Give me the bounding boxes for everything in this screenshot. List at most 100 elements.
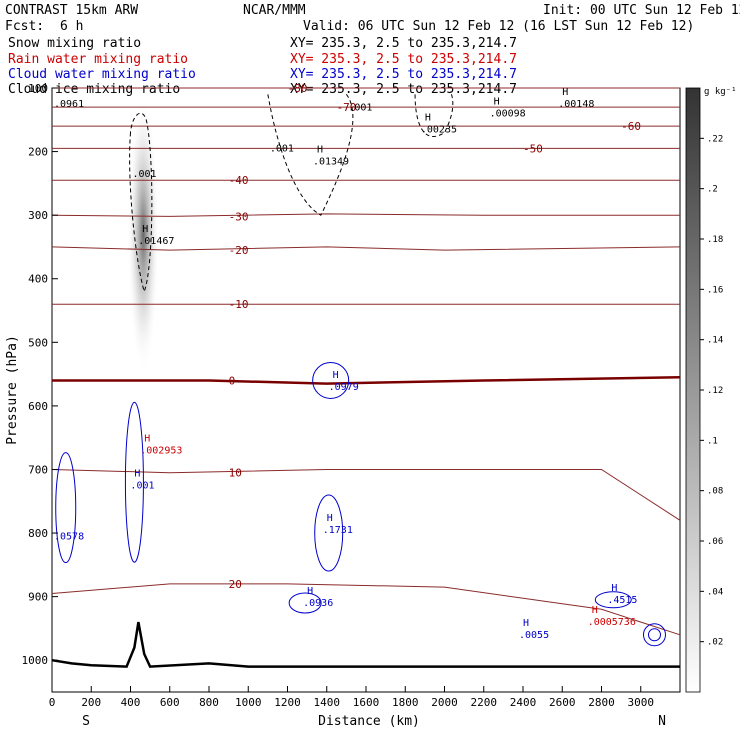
y-tick-label: 500 xyxy=(28,336,48,349)
y-tick-label: 300 xyxy=(28,209,48,222)
max-marker-h: H xyxy=(333,370,339,381)
snow-contour xyxy=(267,94,354,216)
max-marker-h: H xyxy=(562,87,568,98)
max-marker-h: H xyxy=(317,144,323,155)
y-tick-label: 400 xyxy=(28,273,48,286)
snow-contour xyxy=(414,90,454,137)
center-title: NCAR/MMM xyxy=(243,3,306,18)
colorbar-label: .06 xyxy=(707,537,723,547)
max-value-label: .0936 xyxy=(303,598,333,609)
x-tick-label: 2200 xyxy=(471,696,498,709)
isotherm-label: 10 xyxy=(229,467,242,480)
y-tick-label: 200 xyxy=(28,146,48,159)
max-marker-h: H xyxy=(592,605,598,616)
max-value-label: .001 xyxy=(130,481,154,492)
colorbar-label: .12 xyxy=(707,386,723,396)
x-tick-label: 2400 xyxy=(510,696,537,709)
contour-label: .0578 xyxy=(54,531,84,542)
terrain-line xyxy=(51,621,680,668)
max-value-label: .1731 xyxy=(323,525,353,536)
x-tick-label: 400 xyxy=(121,696,141,709)
x-tick-label: 1200 xyxy=(274,696,301,709)
contour-label: .001 xyxy=(133,169,157,180)
max-value-label: .00148 xyxy=(558,99,594,110)
snow-contour xyxy=(129,112,153,293)
legend-snow-label: Snow mixing ratio xyxy=(8,36,141,51)
colorbar-label: .04 xyxy=(707,587,723,597)
x-tick-label: 2600 xyxy=(549,696,576,709)
legend-rain-label: Rain water mixing ratio xyxy=(8,52,188,67)
x-tick-label: 0 xyxy=(49,696,56,709)
y-tick-label: 900 xyxy=(28,591,48,604)
x-tick-label: 800 xyxy=(199,696,219,709)
colorbar-unit: g kg⁻¹ xyxy=(704,87,737,97)
cloud-water-contour xyxy=(642,623,666,647)
max-marker-h: H xyxy=(134,469,140,480)
valid-time: Valid: 06 UTC Sun 12 Feb 12 (16 LST Sun … xyxy=(303,19,694,34)
x-tick-label: 2800 xyxy=(588,696,615,709)
max-value-label: .00235 xyxy=(421,125,457,136)
max-marker-h: H xyxy=(142,224,148,235)
isotherm-label: -10 xyxy=(229,298,249,311)
max-value-label: .00098 xyxy=(490,109,526,120)
isotherm-label: -40 xyxy=(229,174,249,187)
x-tick-label: 3000 xyxy=(628,696,655,709)
legend-snow-xy: XY= 235.3, 2.5 to 235.3,214.7 xyxy=(290,36,517,51)
x-tick-label: 200 xyxy=(81,696,101,709)
max-marker-h: H xyxy=(523,618,529,629)
fcst-label: Fcst: xyxy=(5,19,44,34)
y-axis-label: Pressure (hPa) xyxy=(5,335,20,445)
max-marker-h: H xyxy=(144,434,150,445)
max-value-label: .002953 xyxy=(140,446,182,457)
x-axis-label: Distance (km) xyxy=(318,714,420,729)
cloud-water-contour xyxy=(594,591,632,609)
cloud-water-contour xyxy=(55,452,77,564)
colorbar-label: .16 xyxy=(707,285,723,295)
cloud-water-contour xyxy=(312,361,350,399)
isotherm-label: -80 xyxy=(288,82,308,95)
legend-cloudwater-label: Cloud water mixing ratio xyxy=(8,67,196,82)
y-tick-label: 100 xyxy=(28,82,48,95)
contour-label: .001 xyxy=(270,144,294,155)
isotherm-label: -50 xyxy=(523,142,543,155)
isotherm-label: 20 xyxy=(229,578,242,591)
colorbar-label: .2 xyxy=(707,185,718,195)
legend-rain-xy: XY= 235.3, 2.5 to 235.3,214.7 xyxy=(290,52,517,67)
colorbar xyxy=(685,87,701,693)
contour-label: .0961 xyxy=(54,99,84,110)
x-tick-label: 1400 xyxy=(314,696,341,709)
x-end-left-label: S xyxy=(82,714,90,729)
max-value-label: .01467 xyxy=(138,236,174,247)
colorbar-labels: .22 .2 .18 .16 .14 .12 .1 .08 .06 .04 .02 xyxy=(700,134,723,648)
cloud-water-contour xyxy=(124,401,144,563)
cloud-water-contour xyxy=(314,494,344,572)
max-marker-h: H xyxy=(425,113,431,124)
isotherm-label: -20 xyxy=(229,244,249,257)
x-tick-label: 1800 xyxy=(392,696,419,709)
y-tick-label: 1000 xyxy=(22,654,49,667)
x-tick-label: 2000 xyxy=(431,696,458,709)
legend-cloudice-xy: XY= 235.3, 2.5 to 235.3,214.7 xyxy=(290,82,517,97)
colorbar-label: .02 xyxy=(707,638,723,648)
max-marker-h: H xyxy=(307,586,313,597)
colorbar-label: .14 xyxy=(707,336,723,346)
isotherm-label: -60 xyxy=(621,120,641,133)
isotherm-label: -70 xyxy=(337,101,357,114)
isotherm-label: -30 xyxy=(229,210,249,223)
x-end-right-label: N xyxy=(658,714,666,729)
plot-layer: -80-70-60-50-40-30-20-1001020H.01467H.01… xyxy=(22,82,681,709)
isotherm-line xyxy=(51,469,681,521)
isotherm-line xyxy=(51,583,681,636)
max-value-label: .0979 xyxy=(329,382,359,393)
isotherm-line xyxy=(52,376,681,385)
fcst-value: 6 h xyxy=(60,19,83,34)
max-value-label: .01349 xyxy=(313,156,349,167)
cloud-water-contour xyxy=(647,628,661,642)
y-tick-label: 800 xyxy=(28,527,48,540)
colorbar-label: .08 xyxy=(707,487,723,497)
isotherm-line xyxy=(51,213,680,217)
isotherm-line xyxy=(51,246,681,251)
colorbar-label: .1 xyxy=(707,436,718,446)
colorbar-label: .22 xyxy=(707,134,723,144)
max-value-label: .0055 xyxy=(519,630,549,641)
